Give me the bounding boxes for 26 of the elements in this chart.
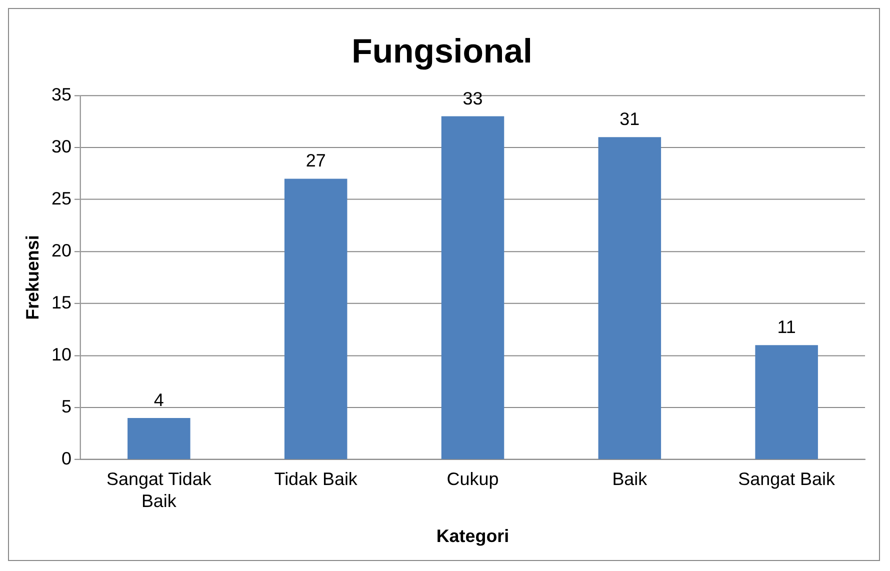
- y-tick-label: 0: [61, 448, 72, 469]
- x-tick-label: Baik: [612, 469, 648, 490]
- data-label: 11: [777, 317, 796, 338]
- data-label: 27: [306, 150, 326, 171]
- bar: [755, 345, 818, 460]
- bar: [284, 178, 348, 460]
- x-tick-label: Sangat Tidak Baik: [106, 469, 212, 511]
- chart-title: Fungsional: [352, 32, 532, 71]
- bar: [128, 418, 190, 460]
- y-tick-label: 30: [52, 136, 72, 156]
- data-label: 33: [462, 88, 483, 108]
- y-tick-label: 35: [52, 84, 72, 104]
- y-tick-label: 25: [52, 188, 72, 208]
- data-label: 31: [620, 109, 640, 130]
- y-axis-title: Frekuensi: [22, 235, 43, 320]
- x-tick-label: Tidak Baik: [274, 469, 358, 490]
- x-tick-label: Sangat Baik: [738, 469, 835, 490]
- x-axis-title: Kategori: [436, 526, 510, 546]
- bar: [441, 116, 504, 460]
- x-tick-label: Cukup: [446, 469, 499, 490]
- y-tick-label: 20: [52, 240, 72, 260]
- bar: [598, 137, 662, 460]
- data-label: 4: [154, 390, 164, 410]
- y-tick-label: 10: [52, 344, 72, 364]
- y-tick-label: 15: [52, 292, 72, 312]
- y-tick-label: 5: [61, 396, 72, 416]
